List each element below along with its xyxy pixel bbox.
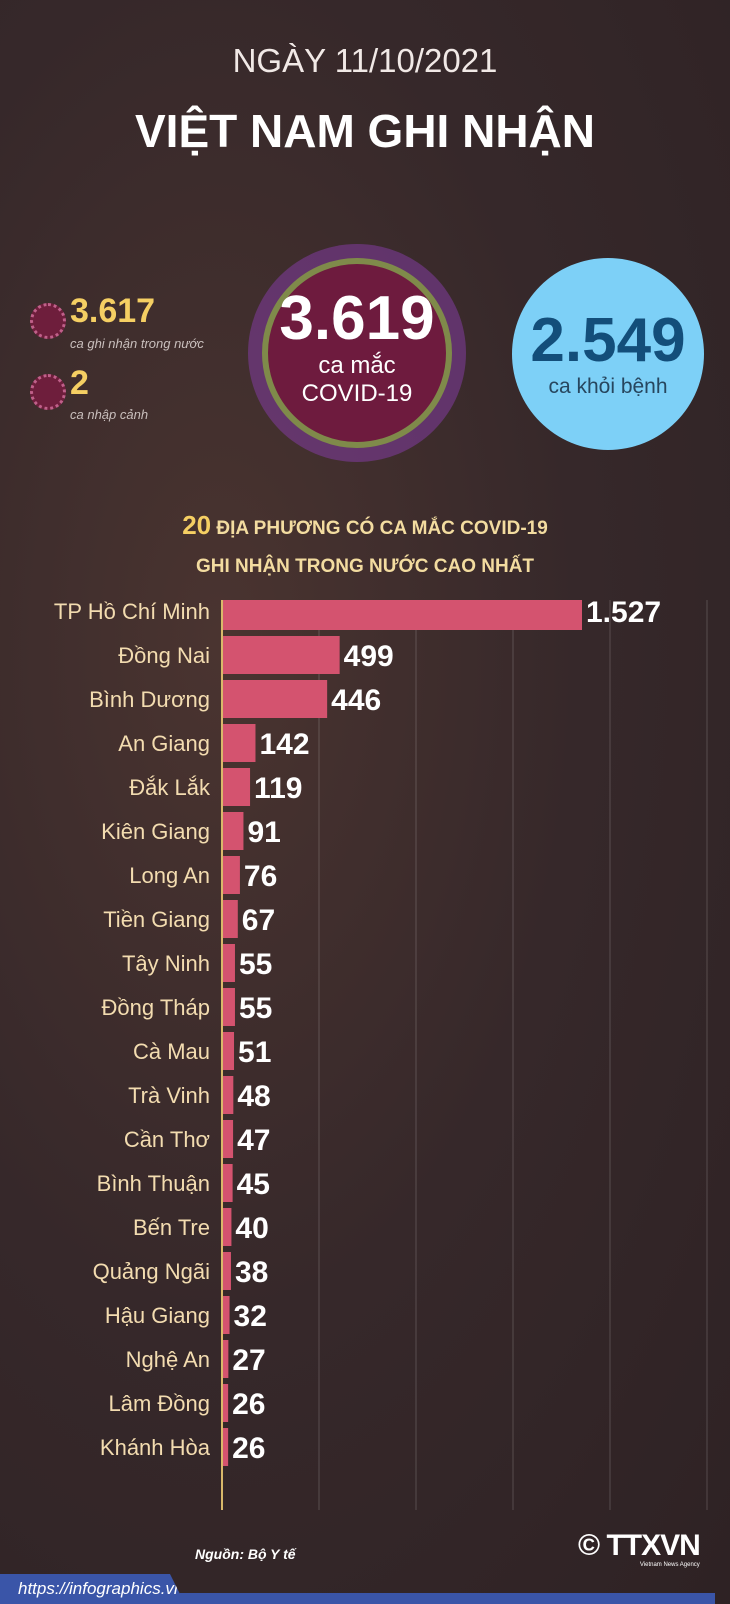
value-label: 1.527	[586, 600, 661, 629]
chart-title: 20 ĐỊA PHƯƠNG CÓ CA MẮC COVID-19 GHI NHẬ…	[0, 506, 730, 586]
recovered-label: ca khỏi bệnh	[548, 375, 668, 398]
value-label: 26	[232, 1388, 265, 1421]
bar	[222, 900, 238, 938]
total-label-2: COVID-19	[301, 380, 413, 407]
bar	[222, 768, 251, 806]
bar	[222, 1384, 229, 1422]
category-label: Bến Tre	[133, 1215, 210, 1240]
total-cases-circle: 3.619 ca mắc COVID-19	[262, 258, 452, 448]
bar	[222, 1340, 229, 1378]
category-label: TP Hồ Chí Minh	[54, 600, 210, 624]
category-label: Quảng Ngãi	[93, 1259, 210, 1284]
chart-title-number: 20	[182, 510, 212, 540]
bar	[222, 1164, 233, 1202]
imported-label: ca nhập cảnh	[70, 407, 149, 422]
bar	[222, 1208, 232, 1246]
bar	[222, 636, 340, 674]
value-label: 91	[247, 816, 280, 849]
value-label: 47	[237, 1124, 270, 1157]
total-label: ca mắc	[318, 352, 396, 379]
value-label: 45	[237, 1168, 270, 1201]
category-label: Tây Ninh	[122, 951, 210, 976]
virus-icon	[30, 374, 66, 410]
category-label: Bình Thuận	[97, 1171, 210, 1196]
value-label: 76	[244, 860, 277, 893]
category-label: An Giang	[118, 731, 210, 756]
bar	[222, 1120, 234, 1158]
total-value: 3.619	[279, 284, 435, 353]
domestic-label: ca ghi nhận trong nước	[70, 336, 204, 351]
bar	[222, 988, 235, 1026]
value-label: 67	[242, 904, 275, 937]
category-label: Đồng Tháp	[102, 995, 210, 1020]
bar	[222, 812, 244, 850]
bar	[222, 1252, 231, 1290]
page-title: VIỆT NAM GHI NHẬN	[135, 105, 595, 157]
value-label: 55	[239, 948, 272, 981]
bar	[222, 944, 235, 982]
bar	[222, 1428, 229, 1466]
value-label: 40	[235, 1212, 268, 1245]
recovered-circle: 2.549 ca khỏi bệnh	[512, 258, 704, 450]
value-label: 27	[232, 1344, 265, 1377]
category-label: Bình Dương	[89, 687, 210, 712]
value-label: 48	[237, 1080, 270, 1113]
website-link[interactable]: https://infographics.vn	[0, 1574, 185, 1604]
category-label: Khánh Hòa	[100, 1435, 211, 1460]
bar-chart: TP Hồ Chí Minh 1.527 Đồng Nai 499 Bình Dương…	[54, 600, 708, 1510]
category-label: Lâm Đồng	[108, 1391, 210, 1416]
category-label: Tiền Giang	[103, 907, 210, 932]
category-label: Kiên Giang	[101, 819, 210, 844]
value-label: 446	[331, 684, 381, 717]
ttxvn-logo: © TTXVN Vietnam News Agency	[578, 1529, 701, 1569]
imported-value: 2	[70, 364, 89, 402]
footer-band	[180, 1593, 715, 1604]
value-label: 55	[239, 992, 272, 1025]
copyright-icon: ©	[578, 1529, 600, 1562]
category-label: Cần Thơ	[124, 1127, 210, 1152]
logo-text: TTXVN	[606, 1529, 700, 1562]
category-label: Đắk Lắk	[129, 775, 211, 800]
bar	[222, 600, 582, 630]
bar	[222, 724, 256, 762]
value-label: 26	[232, 1432, 265, 1465]
bar	[222, 1032, 235, 1070]
logo-subtext: Vietnam News Agency	[639, 1562, 700, 1568]
value-label: 119	[254, 772, 302, 805]
category-label: Cà Mau	[133, 1039, 210, 1064]
category-label: Hậu Giang	[105, 1303, 210, 1328]
domestic-value: 3.617	[70, 292, 156, 330]
bar	[222, 1076, 234, 1114]
category-label: Nghệ An	[126, 1347, 210, 1372]
category-label: Long An	[129, 863, 210, 888]
source-text: Nguồn: Bộ Y tế	[195, 1546, 296, 1562]
recovered-value: 2.549	[530, 306, 686, 375]
value-label: 499	[344, 640, 394, 673]
category-label: Trà Vinh	[128, 1083, 210, 1108]
value-label: 142	[259, 728, 309, 761]
bar	[222, 680, 328, 718]
bar	[222, 1296, 230, 1334]
value-label: 51	[238, 1036, 271, 1069]
chart-title-line2: GHI NHẬN TRONG NƯỚC CAO NHẤT	[195, 556, 535, 577]
value-label: 38	[235, 1256, 268, 1289]
virus-icon	[30, 303, 66, 339]
date-heading: NGÀY 11/10/2021	[232, 42, 498, 79]
bar	[222, 856, 240, 894]
chart-title-line1: ĐỊA PHƯƠNG CÓ CA MẮC COVID-19	[216, 518, 548, 539]
category-label: Đồng Nai	[118, 643, 210, 668]
value-label: 32	[234, 1300, 267, 1333]
